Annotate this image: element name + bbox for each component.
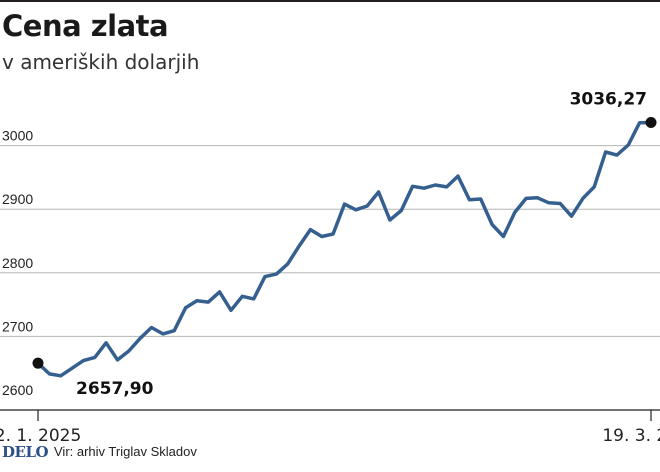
x-tick-label-last: 19. 3. 2025: [602, 426, 660, 446]
top-rule: [0, 0, 660, 2]
data-point-markers: [32, 117, 657, 369]
x-tick-label-first: 2. 1. 2025: [0, 426, 81, 446]
brand-logo: DELO: [2, 443, 49, 461]
chart-title: Cena zlata: [2, 9, 169, 43]
y-axis-tick-labels: 2600 2700 2800 2900 3000: [2, 128, 33, 398]
y-tick-label-2800: 2800: [2, 255, 33, 271]
series-line-gold-price: [36, 120, 653, 378]
data-point-marker-start: [32, 357, 44, 369]
annotation-start-value: 2657,90: [76, 379, 154, 399]
chart-subtitle: v ameriških dolarjih: [2, 50, 200, 74]
source-note: Vir: arhiv Triglav Skladov: [54, 444, 197, 459]
data-point-marker-end: [645, 117, 657, 129]
value-annotations: 2657,90 3036,27: [76, 90, 647, 400]
y-tick-label-2900: 2900: [2, 191, 33, 207]
y-tick-label-2700: 2700: [2, 318, 33, 334]
annotation-end-value: 3036,27: [570, 90, 647, 110]
gridlines: [0, 145, 660, 337]
x-axis-ticks: 2. 1. 2025 19. 3. 2025: [0, 410, 660, 446]
y-tick-label-3000: 3000: [2, 128, 33, 144]
y-tick-label-2600: 2600: [2, 382, 33, 398]
